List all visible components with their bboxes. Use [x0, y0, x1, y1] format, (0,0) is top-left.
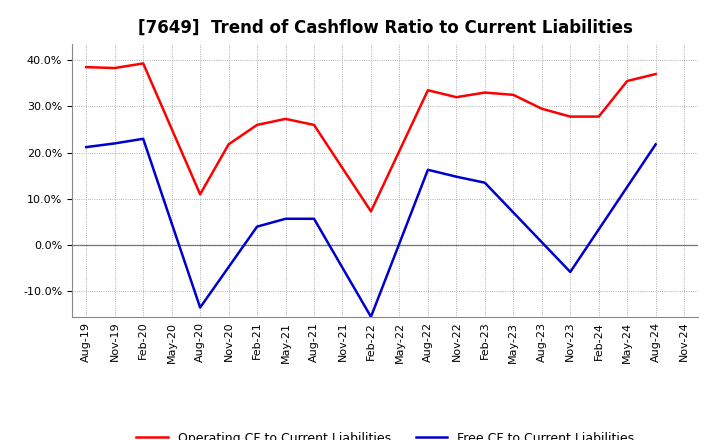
Free CF to Current Liabilities — [566, 269, 575, 275]
Operating CF to Current Liabilities — [225, 142, 233, 147]
Operating CF to Current Liabilities — [623, 78, 631, 84]
Free CF to Current Liabilities — [253, 224, 261, 229]
Line: Operating CF to Current Liabilities: Operating CF to Current Liabilities — [86, 63, 656, 211]
Line: Free CF to Current Liabilities: Free CF to Current Liabilities — [86, 139, 656, 317]
Free CF to Current Liabilities — [452, 174, 461, 180]
Operating CF to Current Liabilities — [310, 122, 318, 128]
Operating CF to Current Liabilities — [82, 65, 91, 70]
Free CF to Current Liabilities — [196, 305, 204, 310]
Free CF to Current Liabilities — [282, 216, 290, 221]
Operating CF to Current Liabilities — [595, 114, 603, 119]
Title: [7649]  Trend of Cashflow Ratio to Current Liabilities: [7649] Trend of Cashflow Ratio to Curren… — [138, 19, 633, 37]
Operating CF to Current Liabilities — [110, 66, 119, 71]
Legend: Operating CF to Current Liabilities, Free CF to Current Liabilities: Operating CF to Current Liabilities, Fre… — [131, 427, 639, 440]
Free CF to Current Liabilities — [82, 144, 91, 150]
Operating CF to Current Liabilities — [509, 92, 518, 98]
Free CF to Current Liabilities — [310, 216, 318, 221]
Free CF to Current Liabilities — [480, 180, 489, 185]
Free CF to Current Liabilities — [652, 142, 660, 147]
Free CF to Current Liabilities — [423, 167, 432, 172]
Operating CF to Current Liabilities — [423, 88, 432, 93]
Operating CF to Current Liabilities — [566, 114, 575, 119]
Operating CF to Current Liabilities — [480, 90, 489, 95]
Operating CF to Current Liabilities — [139, 61, 148, 66]
Operating CF to Current Liabilities — [253, 122, 261, 128]
Operating CF to Current Liabilities — [452, 95, 461, 100]
Operating CF to Current Liabilities — [366, 209, 375, 214]
Free CF to Current Liabilities — [110, 141, 119, 146]
Operating CF to Current Liabilities — [537, 106, 546, 111]
Free CF to Current Liabilities — [139, 136, 148, 141]
Free CF to Current Liabilities — [366, 314, 375, 319]
Operating CF to Current Liabilities — [652, 71, 660, 77]
Operating CF to Current Liabilities — [282, 116, 290, 121]
Operating CF to Current Liabilities — [196, 192, 204, 197]
